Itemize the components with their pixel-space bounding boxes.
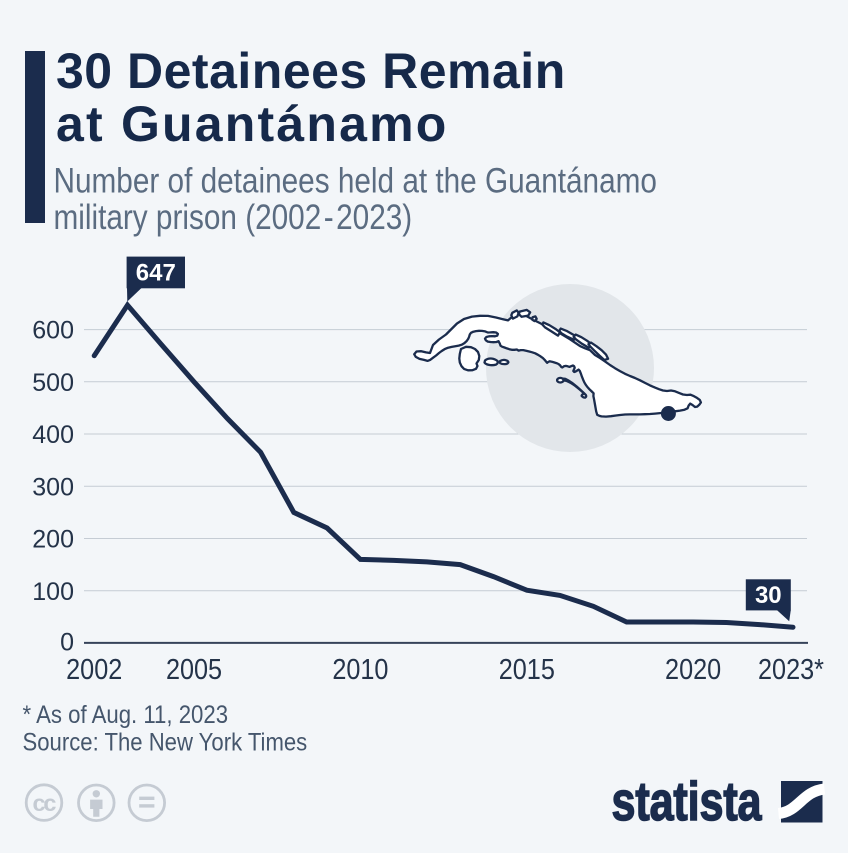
svg-text:500: 500 [32,369,74,397]
svg-text:30 Detainees Remain: 30 Detainees Remain [56,43,566,99]
svg-text:cc: cc [33,790,57,816]
svg-text:2020: 2020 [665,653,721,686]
svg-text:2015: 2015 [499,653,555,686]
svg-text:2005: 2005 [166,653,222,686]
svg-text:military prison (2002 - 2023): military prison (2002 - 2023) [54,198,413,237]
svg-text:2010: 2010 [332,653,388,686]
svg-text:Number of detainees held at th: Number of detainees held at the Guantána… [54,161,657,200]
svg-text:300: 300 [32,473,74,501]
svg-text:647: 647 [136,259,176,286]
svg-text:2023*: 2023* [758,653,824,686]
svg-text:200: 200 [32,526,74,554]
svg-text:30: 30 [755,582,782,609]
svg-text:2002: 2002 [66,653,122,686]
svg-text:Source: The New York Times: Source: The New York Times [23,729,308,757]
svg-text:statista: statista [612,771,763,832]
svg-text:* As of Aug. 11, 2023: * As of Aug. 11, 2023 [23,702,229,729]
svg-text:100: 100 [32,578,74,606]
svg-text:600: 600 [32,317,74,345]
svg-text:400: 400 [32,421,74,449]
svg-text:0: 0 [60,629,74,657]
svg-text:at Guantánamo: at Guantánamo [56,96,449,152]
